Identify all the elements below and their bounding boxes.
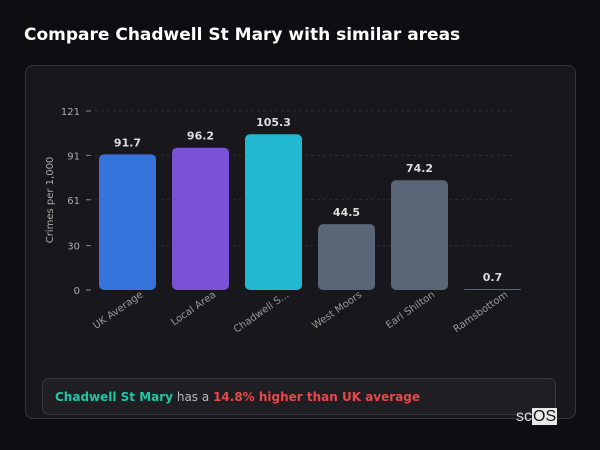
bar — [318, 224, 375, 290]
y-tick-label: 0 — [74, 286, 80, 297]
x-tick-label: West Moors — [310, 289, 364, 331]
data-label: 74.2 — [406, 162, 433, 175]
y-axis-label: Crimes per 1,000 — [45, 157, 56, 244]
bar — [99, 154, 156, 290]
y-tick-label: 61 — [67, 196, 80, 207]
summary-area: Chadwell St Mary — [55, 390, 174, 404]
x-tick-label: Chadwell S... — [232, 289, 291, 335]
logo: scOS — [516, 408, 558, 425]
bar — [172, 147, 229, 290]
summary-middle: has a — [176, 390, 210, 404]
x-tick-label: Earl Shilton — [384, 289, 437, 331]
bar — [391, 180, 448, 290]
data-label: 105.3 — [256, 116, 291, 129]
x-tick-label: UK Average — [91, 289, 145, 331]
y-tick-label: 30 — [67, 242, 80, 253]
summary-box: Chadwell St Mary has a 14.8% higher than… — [42, 378, 556, 415]
x-tick-label: Local Area — [169, 289, 218, 328]
bar — [464, 288, 521, 290]
x-tick-label: Ramsbottom — [451, 289, 510, 335]
data-label: 91.7 — [114, 136, 141, 149]
summary-result: 14.8% higher than UK average — [213, 390, 421, 404]
y-tick-label: 91 — [67, 151, 80, 162]
page-title: Compare Chadwell St Mary with similar ar… — [24, 25, 461, 45]
data-label: 96.2 — [187, 130, 214, 143]
data-label: 0.7 — [483, 271, 503, 284]
data-label: 44.5 — [333, 206, 360, 219]
y-tick-label: 121 — [61, 107, 80, 118]
bar — [245, 134, 302, 290]
